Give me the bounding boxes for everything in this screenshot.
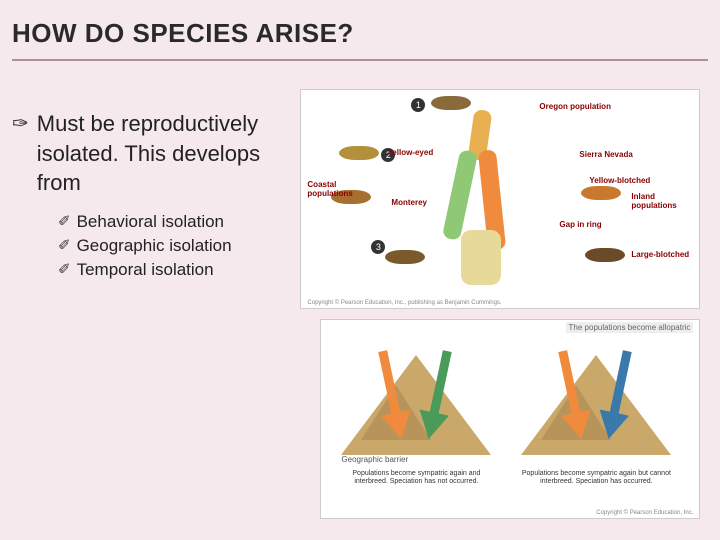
map-label: Yellow-eyed — [387, 148, 433, 157]
map-label: Monterey — [391, 198, 427, 207]
main-bullet: ✑ Must be reproductively isolated. This … — [12, 109, 290, 198]
barrier-label: Geographic barrier — [341, 455, 408, 464]
map-label: Sierra Nevada — [579, 150, 632, 159]
map-label: Large-blotched — [631, 250, 689, 259]
salamander-icon — [385, 250, 425, 264]
california-map — [431, 110, 551, 290]
mountain-peak — [521, 355, 671, 455]
copyright-text: Copyright © Pearson Education, Inc., pub… — [307, 300, 501, 306]
allopatric-diagram: The populations become allopatric — [320, 319, 700, 519]
salamander-icon — [431, 96, 471, 110]
diagram-column: 1 2 3 Oregon population Sierra Nevada In… — [290, 89, 708, 284]
content-area: ✑ Must be reproductively isolated. This … — [0, 69, 720, 284]
bullet-icon: ✐ — [58, 236, 71, 254]
sub-bullet-text: Temporal isolation — [77, 260, 214, 280]
bullet-icon: ✐ — [58, 212, 71, 230]
sub-bullet-list: ✐ Behavioral isolation ✐ Geographic isol… — [58, 212, 290, 280]
mountain-left — [341, 345, 491, 465]
salamander-icon — [581, 186, 621, 200]
title-underline — [12, 59, 708, 61]
map-label: Coastal populations — [307, 180, 357, 198]
sub-bullet: ✐ Temporal isolation — [58, 260, 290, 280]
sub-bullet: ✐ Behavioral isolation — [58, 212, 290, 232]
caption-right: Populations become sympatric again but c… — [521, 470, 671, 485]
bullet-icon: ✐ — [58, 260, 71, 278]
sub-bullet: ✐ Geographic isolation — [58, 236, 290, 256]
diagram-header: The populations become allopatric — [566, 322, 694, 333]
mountain-peak — [341, 355, 491, 455]
map-label: Oregon population — [539, 102, 611, 111]
map-label: Yellow-blotched — [589, 176, 650, 185]
caption-left: Populations become sympatric again and i… — [341, 470, 491, 485]
map-strip — [442, 149, 478, 241]
map-label: Inland populations — [631, 192, 691, 210]
mountain-right — [521, 345, 671, 465]
copyright-text: Copyright © Pearson Education, Inc. — [596, 510, 693, 516]
ring-species-diagram: 1 2 3 Oregon population Sierra Nevada In… — [300, 89, 700, 309]
salamander-icon — [339, 146, 379, 160]
sub-bullet-text: Behavioral isolation — [77, 212, 224, 232]
map-label: Gap in ring — [559, 220, 601, 229]
text-column: ✑ Must be reproductively isolated. This … — [12, 89, 290, 284]
title-area: HOW DO SPECIES ARISE? — [0, 0, 720, 69]
step-number: 3 — [371, 240, 385, 254]
bullet-icon: ✑ — [12, 111, 29, 136]
slide-title: HOW DO SPECIES ARISE? — [12, 18, 708, 49]
map-strip — [461, 230, 501, 285]
salamander-icon — [585, 248, 625, 262]
sub-bullet-text: Geographic isolation — [77, 236, 232, 256]
step-number: 1 — [411, 98, 425, 112]
main-bullet-text: Must be reproductively isolated. This de… — [37, 109, 291, 198]
